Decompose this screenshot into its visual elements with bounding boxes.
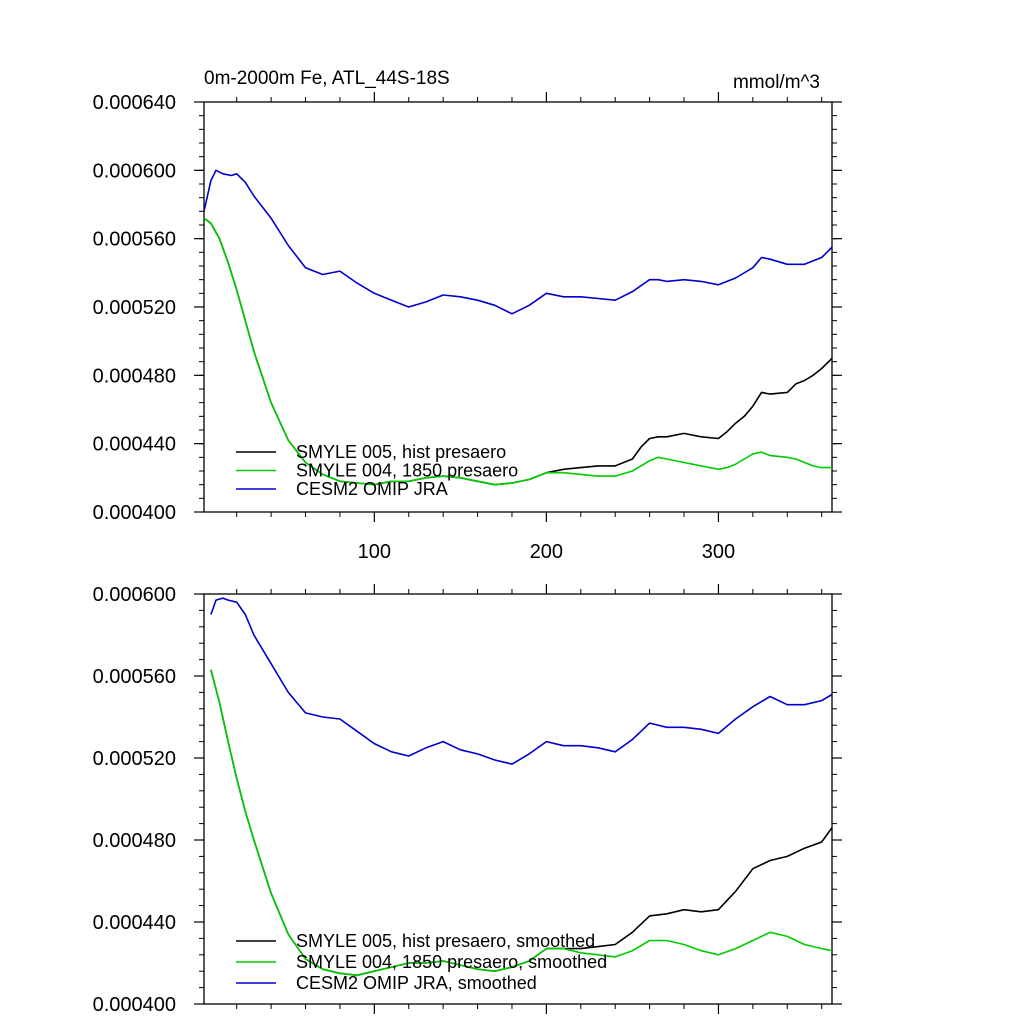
y-tick-label: 0.000520	[93, 297, 176, 319]
y-tick-label: 0.000440	[93, 912, 176, 934]
y-tick-label: 0.000480	[93, 830, 176, 852]
legend-label: SMYLE 005, hist presaero	[296, 442, 506, 462]
legend-label: CESM2 OMIP JRA, smoothed	[296, 973, 537, 993]
y-tick-label: 0.000400	[93, 502, 176, 524]
y-tick-label: 0.000560	[93, 666, 176, 688]
top-chart-units: mmol/m^3	[733, 72, 820, 93]
x-tick-label: 200	[530, 541, 563, 563]
y-tick-label: 0.000440	[93, 434, 176, 456]
x-tick-label: 300	[702, 541, 735, 563]
y-tick-label: 0.000400	[93, 994, 176, 1016]
legend-label: SMYLE 004, 1850 presaero, smoothed	[296, 952, 607, 972]
bottom-panel: 0.000400 0.000440 0.000480 0.000520 0.000560…	[93, 584, 842, 1016]
series-line-smyle-005-hist-presaero-smoothed	[210, 669, 833, 977]
y-tick-label: 0.000520	[93, 748, 176, 770]
legend-label: CESM2 OMIP JRA	[296, 479, 448, 499]
y-tick-label: 0.000480	[93, 365, 176, 387]
series-line-smyle-004-1850-presaero	[203, 217, 832, 486]
bottom-plot-frame	[203, 593, 833, 1005]
series-line-smyle-004-1850-presaero-smoothed	[210, 669, 833, 977]
y-tick-label: 0.000560	[93, 229, 176, 251]
series-line-cesm2-omip-jra-smoothed	[210, 597, 833, 765]
legend-label: SMYLE 004, 1850 presaero	[296, 461, 518, 481]
y-tick-label: 0.000640	[93, 92, 176, 114]
x-tick-label: 100	[358, 541, 391, 563]
legend-label: SMYLE 005, hist presaero, smoothed	[296, 931, 595, 951]
top-chart-title: 0m-2000m Fe, ATL_44S-18S	[204, 68, 450, 89]
top-panel: 0.000400 0.000440 0.000480 0.000520 0.000560…	[93, 68, 842, 563]
series-line-cesm2-omip-jra	[203, 169, 833, 315]
y-tick-label: 0.000600	[93, 584, 176, 606]
y-tick-label: 0.000600	[93, 160, 176, 182]
